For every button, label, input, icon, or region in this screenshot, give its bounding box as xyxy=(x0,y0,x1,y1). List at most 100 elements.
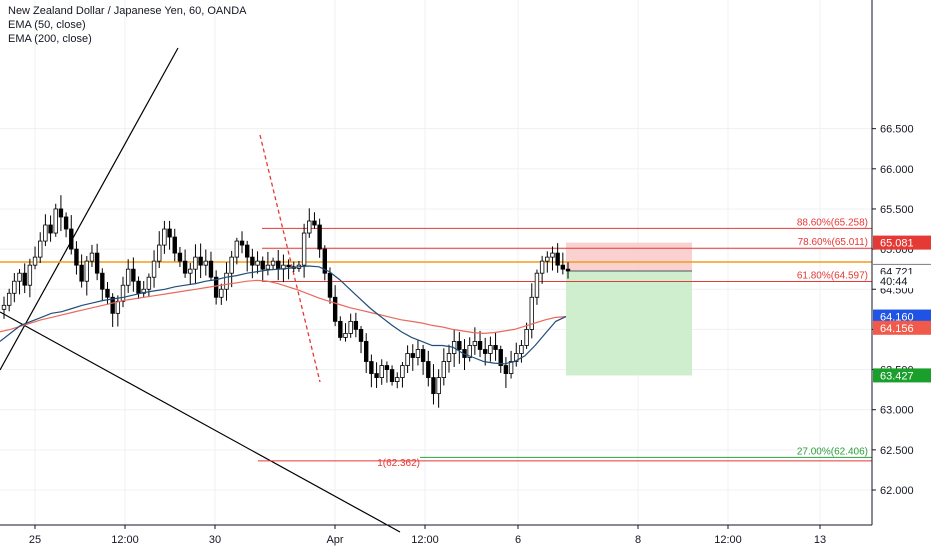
take-profit-zone xyxy=(566,270,692,376)
candle-body xyxy=(338,320,343,338)
candle-body xyxy=(410,353,415,358)
candle-body xyxy=(332,296,338,322)
candle-body xyxy=(441,361,447,378)
candle-body xyxy=(426,361,431,378)
candle-body xyxy=(379,365,384,378)
candle-body xyxy=(343,333,348,338)
candle-body xyxy=(307,220,312,234)
candle-body xyxy=(265,264,271,270)
chart-legend: New Zealand Dollar / Japanese Yen, 60, O… xyxy=(8,4,246,46)
candle-body xyxy=(529,296,534,330)
candle-body xyxy=(260,260,265,270)
price-tag: 64.156 xyxy=(873,320,931,335)
candle-body xyxy=(348,320,353,334)
candle-body xyxy=(374,373,379,378)
trendline-up xyxy=(0,47,179,371)
fib-level-label: 27.00%(62.406) xyxy=(797,446,868,457)
candle-body xyxy=(389,369,395,382)
candle-body xyxy=(270,260,276,266)
trendline-down xyxy=(0,311,401,533)
ema50-line xyxy=(0,265,567,365)
candle-body xyxy=(136,280,141,294)
price-tags: 65.08164.72864.72140:4464.16064.15663.42… xyxy=(873,235,931,383)
candle-body xyxy=(48,224,53,234)
candle-body xyxy=(74,248,79,266)
candle-body xyxy=(188,268,193,274)
candle-body xyxy=(94,252,100,274)
candle-body xyxy=(508,361,514,374)
candle-body xyxy=(120,284,126,302)
candle-body xyxy=(239,240,245,246)
candle-body xyxy=(105,288,110,298)
y-tick-label: 63.000 xyxy=(880,405,914,417)
candle-body xyxy=(198,256,203,266)
y-tick-label: 66.500 xyxy=(880,124,914,136)
candle-body xyxy=(472,341,478,346)
candle-body xyxy=(545,256,550,262)
candle-body xyxy=(177,252,183,262)
chart-title: New Zealand Dollar / Japanese Yen, 60, O… xyxy=(8,5,247,17)
y-tick-label: 62.500 xyxy=(880,445,914,457)
candle-body xyxy=(524,328,529,346)
price-tag-label: 63.427 xyxy=(880,370,914,382)
candle-body xyxy=(53,208,58,234)
candle-body xyxy=(17,272,22,282)
position-zones xyxy=(566,242,692,376)
legend-ema50: EMA (50, close) xyxy=(8,19,86,31)
candle-body xyxy=(224,272,229,290)
candle-body xyxy=(364,341,369,362)
candle-body xyxy=(27,264,33,286)
candle-body xyxy=(539,260,545,274)
candle-body xyxy=(250,256,255,266)
candle-body xyxy=(193,256,198,270)
price-tag-label: 65.081 xyxy=(880,238,914,250)
price-tag-label: 40:44 xyxy=(880,276,908,288)
candle-body xyxy=(493,345,498,350)
candlestick-series xyxy=(1,195,571,408)
x-tick-label: 6 xyxy=(515,534,521,546)
candle-body xyxy=(312,220,317,226)
candle-body xyxy=(503,365,509,374)
fib-trend-dashed xyxy=(259,134,321,383)
candle-body xyxy=(100,272,105,290)
x-tick-label: 12:00 xyxy=(714,534,742,546)
candle-body xyxy=(317,224,322,250)
candle-body xyxy=(565,268,571,272)
candle-body xyxy=(115,300,121,314)
candle-body xyxy=(162,228,167,246)
x-tick-label: 25 xyxy=(29,534,41,546)
legend-ema200: EMA (200, close) xyxy=(8,33,92,45)
price-tag: 63.427 xyxy=(873,368,931,383)
price-tag: 64.160 xyxy=(873,309,931,324)
candle-body xyxy=(555,252,560,266)
price-tag: 40:44 xyxy=(873,274,931,289)
candle-body xyxy=(151,260,157,278)
candle-body xyxy=(182,260,188,274)
candle-body xyxy=(84,260,89,282)
candle-body xyxy=(286,264,291,268)
ema-lines xyxy=(0,265,567,365)
candle-body xyxy=(172,236,177,254)
candle-body xyxy=(12,280,17,294)
candle-body xyxy=(322,248,328,274)
price-tag: 65.081 xyxy=(873,235,931,250)
price-tag-bg xyxy=(873,274,931,289)
candle-body xyxy=(32,256,38,266)
candle-body xyxy=(208,260,214,278)
candle-body xyxy=(1,304,7,310)
candle-body xyxy=(276,260,281,270)
candle-body xyxy=(146,276,152,290)
candle-body xyxy=(514,353,519,362)
price-tag-bg xyxy=(873,320,931,335)
x-tick-label: 12:00 xyxy=(411,534,439,546)
candle-body xyxy=(244,244,250,258)
candle-body xyxy=(483,349,488,354)
candle-body xyxy=(6,292,12,306)
candle-body xyxy=(488,345,493,354)
candle-body xyxy=(431,377,436,395)
candle-body xyxy=(89,252,95,262)
candle-body xyxy=(219,288,224,298)
candle-body xyxy=(369,361,374,374)
candle-body xyxy=(131,268,136,282)
